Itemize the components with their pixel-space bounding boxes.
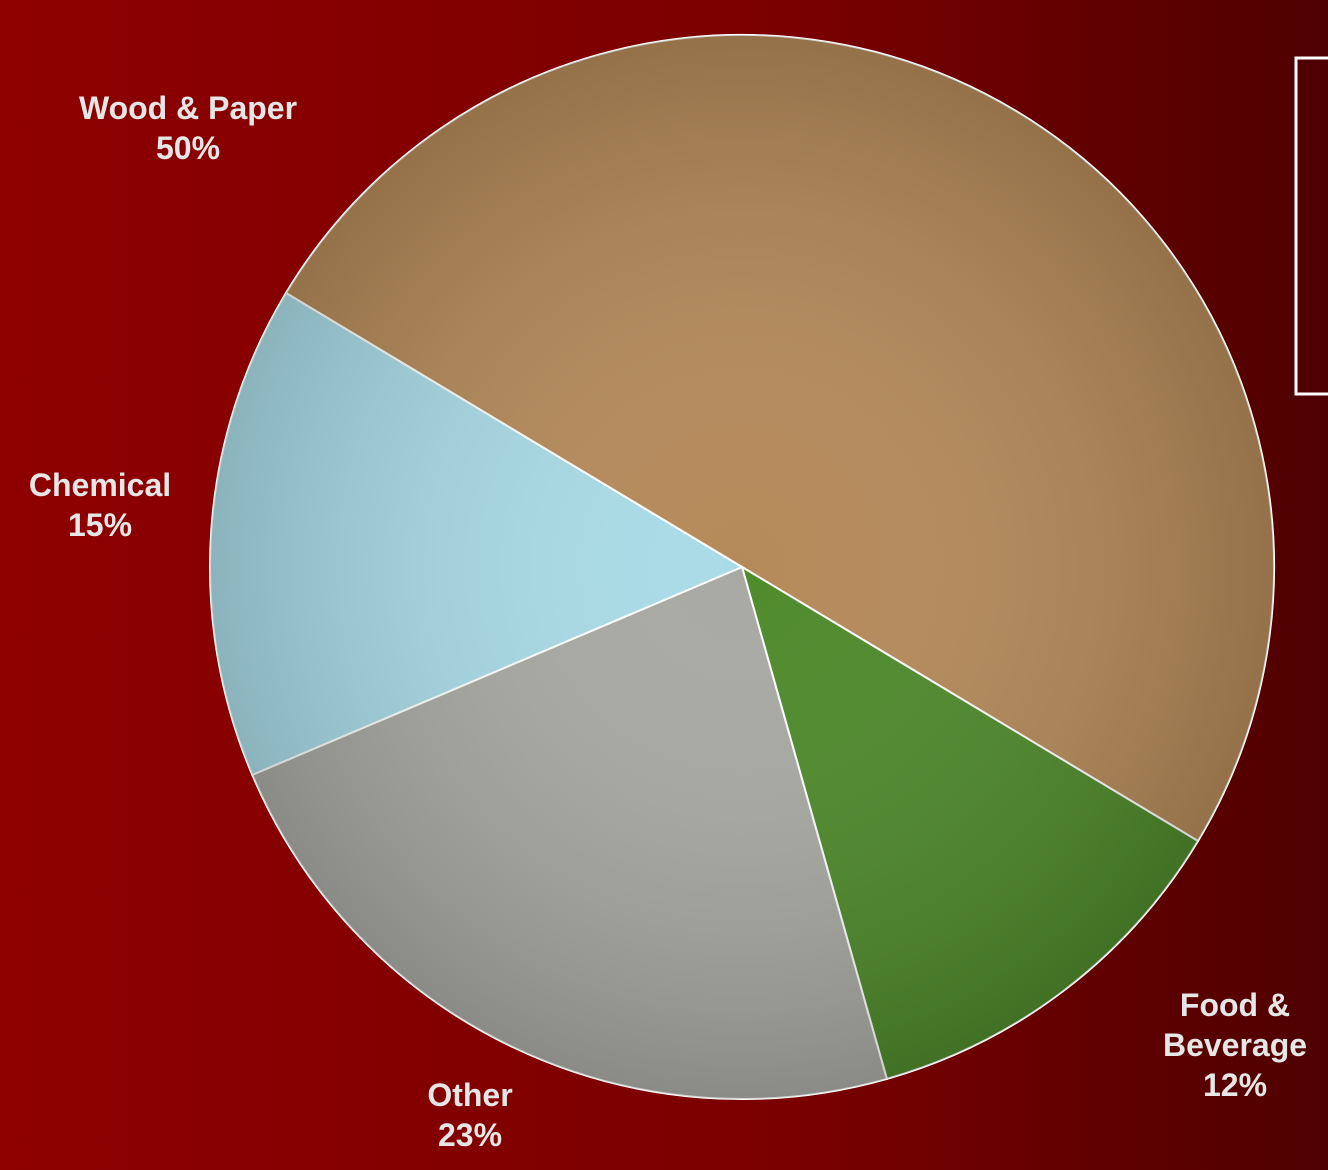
value-label: 23% xyxy=(437,1117,503,1153)
category-name: Food & Beverage xyxy=(1162,987,1308,1063)
slice-label: Chemical 15% xyxy=(0,465,200,545)
category-name: Chemical xyxy=(28,467,172,503)
slice-label: Other 23% xyxy=(370,1075,570,1155)
value-label: 12% xyxy=(1202,1067,1268,1103)
slice-label: Wood & Paper 50% xyxy=(28,88,348,168)
category-name: Wood & Paper xyxy=(78,90,298,126)
category-name: Other xyxy=(427,1077,513,1113)
slice-label: Food & Beverage 12% xyxy=(1140,985,1328,1105)
value-label: 50% xyxy=(155,130,221,166)
text-box xyxy=(1294,56,1328,396)
value-label: 15% xyxy=(67,507,133,543)
